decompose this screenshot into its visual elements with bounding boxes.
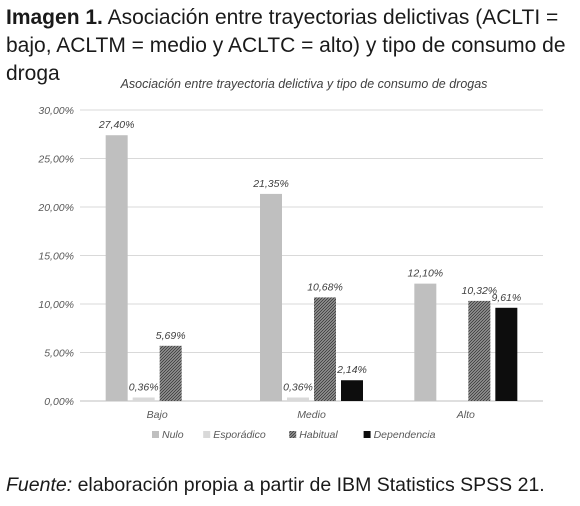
- data-label: 5,69%: [156, 330, 186, 342]
- bar-nulo: [414, 283, 437, 401]
- bar-habitual: [159, 345, 182, 401]
- data-label: 27,40%: [98, 119, 135, 131]
- y-tick-label: 25,00%: [37, 154, 74, 166]
- y-tick-label: 30,00%: [38, 105, 74, 117]
- bar-dependencia: [341, 380, 363, 401]
- figure-label: Imagen 1.: [6, 6, 103, 29]
- legend-swatch-habitual: [289, 431, 297, 438]
- legend-swatch-esporádico: [203, 431, 211, 438]
- data-label: 12,10%: [408, 268, 444, 280]
- gridlines: [80, 109, 543, 402]
- x-category-label: Alto: [456, 409, 475, 421]
- bars: [105, 135, 518, 401]
- bar-nulo: [260, 193, 282, 401]
- data-label: 0,36%: [283, 382, 313, 394]
- bar-habitual: [314, 297, 336, 401]
- source-note: Fuente: elaboración propia a partir de I…: [6, 472, 576, 498]
- legend-label: Esporádico: [213, 429, 266, 441]
- data-labels: 27,40% 0,36% 5,69% 21,35% 0,36% 10,68% 2,14% 12…: [98, 119, 521, 393]
- legend: Nulo Esporádico Habitual Dependencia: [152, 429, 436, 441]
- bar-dependencia: [495, 307, 518, 401]
- legend-label: Dependencia: [374, 429, 436, 441]
- data-label: 0,36%: [129, 382, 159, 394]
- source-label: Fuente:: [6, 474, 73, 496]
- y-tick-label: 0,00%: [44, 396, 74, 408]
- x-category-label: Bajo: [147, 409, 168, 421]
- y-axis-ticks: 0,00% 5,00% 10,00% 15,00% 20,00% 25,00% 30,00%: [37, 105, 74, 408]
- bar-esporádico: [287, 397, 309, 401]
- bar-chart: Asociación entre trayectoria delictiva y…: [37, 77, 543, 441]
- source-text: elaboración propia a partir de IBM Stati…: [77, 474, 545, 496]
- y-tick-label: 20,00%: [37, 202, 74, 214]
- data-label: 9,61%: [491, 292, 521, 304]
- x-axis-categories: Bajo Medio Alto: [147, 409, 475, 421]
- bar-habitual: [468, 300, 491, 401]
- data-label: 10,68%: [307, 281, 343, 293]
- data-label: 10,32%: [462, 285, 498, 297]
- x-category-label: Medio: [297, 409, 326, 421]
- figure-caption-text: Asociación entre trayectorias delictivas…: [6, 6, 566, 85]
- legend-swatch-dependencia: [363, 431, 371, 438]
- bar-nulo: [105, 135, 128, 401]
- data-label: 21,35%: [252, 178, 289, 190]
- y-tick-label: 10,00%: [38, 299, 74, 311]
- legend-label: Habitual: [299, 429, 338, 441]
- legend-swatch-nulo: [152, 431, 159, 438]
- figure-caption: Imagen 1. Asociación entre trayectorias …: [6, 4, 576, 88]
- chart-title: Asociación entre trayectoria delictiva y…: [120, 77, 488, 91]
- legend-label: Nulo: [162, 429, 184, 441]
- bar-esporádico: [132, 397, 155, 401]
- data-label: 2,14%: [336, 364, 367, 376]
- y-tick-label: 5,00%: [44, 348, 74, 360]
- y-tick-label: 15,00%: [38, 251, 74, 263]
